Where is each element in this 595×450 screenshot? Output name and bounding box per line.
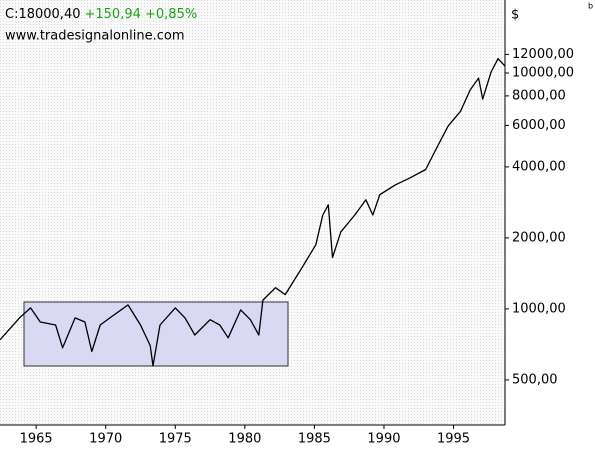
corner-mark: b xyxy=(588,2,593,11)
price-line xyxy=(0,58,506,367)
x-tick-label: 1970 xyxy=(89,432,122,447)
price-header: C:18000,40 +150,94 +0,85% xyxy=(5,7,197,22)
y-unit: $ xyxy=(511,8,519,23)
y-tick-label: 12000,00 xyxy=(512,47,574,62)
x-tick-label: 1990 xyxy=(367,432,400,447)
source: www.tradesignalonline.com xyxy=(5,29,185,44)
y-tick-label: 2000,00 xyxy=(512,230,566,245)
last-price: C:18000,40 xyxy=(5,7,81,22)
y-tick-label: 6000,00 xyxy=(512,118,566,133)
y-tick-label: 4000,00 xyxy=(512,159,566,174)
y-tick-label: 1000,00 xyxy=(512,301,566,316)
x-tick-label: 1995 xyxy=(437,432,470,447)
x-tick-label: 1980 xyxy=(228,432,261,447)
x-tick-label: 1985 xyxy=(298,432,331,447)
highlight-box xyxy=(23,301,289,367)
y-tick-label: 10000,00 xyxy=(512,66,574,81)
y-tick-label: 500,00 xyxy=(512,372,558,387)
y-tick-label: 8000,00 xyxy=(512,88,566,103)
price-change: +150,94 +0,85% xyxy=(85,7,198,22)
x-tick-label: 1975 xyxy=(159,432,192,447)
x-tick-label: 1965 xyxy=(20,432,53,447)
